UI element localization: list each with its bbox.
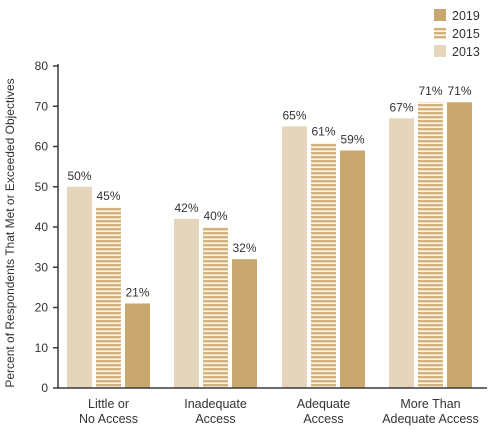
bar-2013-more-than-adequate-access	[389, 118, 414, 388]
y-tick-label-30: 30	[35, 260, 49, 274]
y-tick-label-10: 10	[35, 341, 49, 355]
data-label-2019-little-or-no-access: 21%	[125, 285, 149, 299]
y-axis-title: Percent of Respondents That Met or Excee…	[3, 78, 17, 387]
y-tick-label-80: 80	[35, 59, 49, 73]
data-label-2013-adequate-access: 65%	[282, 108, 306, 122]
data-label-2019-more-than-adequate-access: 71%	[447, 84, 471, 98]
y-tick-label-40: 40	[35, 220, 49, 234]
legend-label-2013: 2013	[452, 45, 480, 59]
bar-2013-inadequate-access	[174, 218, 199, 388]
data-label-2013-little-or-no-access: 50%	[67, 169, 91, 183]
bar-2015-little-or-no-access	[96, 206, 121, 388]
bar-2013-adequate-access	[282, 126, 307, 388]
data-label-2015-inadequate-access: 40%	[203, 209, 227, 223]
data-label-2019-inadequate-access: 32%	[232, 241, 256, 255]
bar-2013-little-or-no-access	[67, 186, 92, 388]
data-label-2015-more-than-adequate-access: 71%	[418, 84, 442, 98]
y-tick-label-0: 0	[41, 381, 48, 395]
bar-2015-inadequate-access	[203, 227, 228, 388]
y-tick-label-70: 70	[35, 99, 49, 113]
y-tick-label-50: 50	[35, 180, 49, 194]
x-tick-label-adequate-access: Adequate Access	[297, 397, 351, 426]
legend-swatch-2015	[434, 27, 446, 39]
legend-swatch-2013	[434, 45, 446, 57]
bar-2015-adequate-access	[311, 142, 336, 388]
bar-2015-more-than-adequate-access	[418, 102, 443, 388]
y-tick-label-20: 20	[35, 301, 49, 315]
bar-2019-inadequate-access	[232, 259, 257, 388]
bar-2019-adequate-access	[340, 150, 365, 388]
bar-2019-more-than-adequate-access	[447, 102, 472, 388]
legend-swatch-2019	[434, 9, 446, 21]
data-label-2013-more-than-adequate-access: 67%	[389, 100, 413, 114]
bar-2019-little-or-no-access	[125, 303, 150, 388]
data-label-2019-adequate-access: 59%	[340, 133, 364, 147]
legend-label-2019: 2019	[452, 9, 480, 23]
legend-label-2015: 2015	[452, 27, 480, 41]
data-label-2015-little-or-no-access: 45%	[96, 189, 120, 203]
x-tick-label-inadequate-access: Inadequate Access	[184, 397, 247, 426]
y-tick-label-60: 60	[35, 140, 49, 154]
x-tick-label-more-than-adequate-access: More Than Adequate Access	[382, 397, 479, 426]
data-label-2013-inadequate-access: 42%	[174, 201, 198, 215]
data-label-2015-adequate-access: 61%	[311, 124, 335, 138]
x-tick-label-little-or-no-access: Little or No Access	[79, 397, 138, 426]
